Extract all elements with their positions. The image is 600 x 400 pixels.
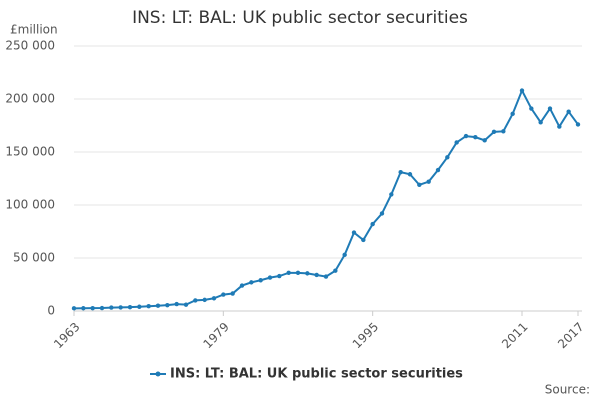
point xyxy=(286,270,291,276)
point xyxy=(137,304,142,309)
point xyxy=(211,296,217,301)
y-unit: £million xyxy=(10,23,58,37)
point xyxy=(202,297,207,303)
point xyxy=(165,302,170,308)
point xyxy=(370,221,375,227)
point xyxy=(258,278,263,283)
point xyxy=(155,303,161,308)
x-tick-label: 1979 xyxy=(200,320,231,351)
y-tick-label: 150 000 xyxy=(5,145,55,159)
point xyxy=(239,283,245,288)
point xyxy=(71,306,77,311)
point xyxy=(267,275,273,280)
point xyxy=(361,237,366,243)
point xyxy=(127,304,133,310)
point xyxy=(529,106,534,111)
point xyxy=(351,230,357,235)
point xyxy=(501,129,506,134)
point xyxy=(575,122,581,127)
point xyxy=(249,280,254,285)
point xyxy=(118,305,123,310)
point xyxy=(305,271,310,276)
point xyxy=(81,306,86,311)
point xyxy=(398,169,403,175)
point xyxy=(417,182,422,188)
point xyxy=(221,292,226,297)
point xyxy=(426,179,431,184)
point xyxy=(333,268,338,273)
point xyxy=(295,270,301,276)
point xyxy=(230,291,235,296)
point xyxy=(277,273,282,279)
point xyxy=(146,304,151,309)
point xyxy=(407,172,413,177)
point xyxy=(473,134,478,140)
x-tick-label: 2011 xyxy=(499,320,530,351)
x-tick-label: 1995 xyxy=(350,320,381,351)
point xyxy=(174,301,179,307)
point xyxy=(547,106,553,111)
y-tick-label: 100 000 xyxy=(5,198,55,212)
point xyxy=(463,133,469,139)
point xyxy=(435,167,441,173)
point xyxy=(482,138,487,143)
point xyxy=(90,305,95,311)
legend-label: INS: LT: BAL: UK public sector securitie… xyxy=(170,367,463,382)
y-tick-label: 200 000 xyxy=(5,92,55,106)
x-tick-label: 2017 xyxy=(555,320,586,351)
point xyxy=(519,88,525,93)
legend-marker xyxy=(155,371,161,377)
point xyxy=(323,274,329,279)
chart-title: INS: LT: BAL: UK public sector securitie… xyxy=(132,8,468,28)
point xyxy=(454,140,459,145)
point xyxy=(510,111,515,117)
point xyxy=(109,305,114,310)
source: Source: xyxy=(545,383,590,397)
point xyxy=(389,192,394,197)
point xyxy=(193,298,198,303)
point xyxy=(491,129,497,135)
point xyxy=(183,302,189,307)
y-tick-label: 250 000 xyxy=(5,39,55,53)
point xyxy=(99,305,105,311)
y-tick-label: 50 000 xyxy=(13,251,55,265)
point xyxy=(445,155,450,160)
point xyxy=(379,211,385,216)
point xyxy=(566,109,571,114)
x-tick-label: 1963 xyxy=(51,320,82,351)
point xyxy=(342,252,347,258)
y-tick-label: 0 xyxy=(47,304,55,318)
point xyxy=(538,120,543,125)
point xyxy=(557,124,562,129)
point xyxy=(314,272,319,278)
